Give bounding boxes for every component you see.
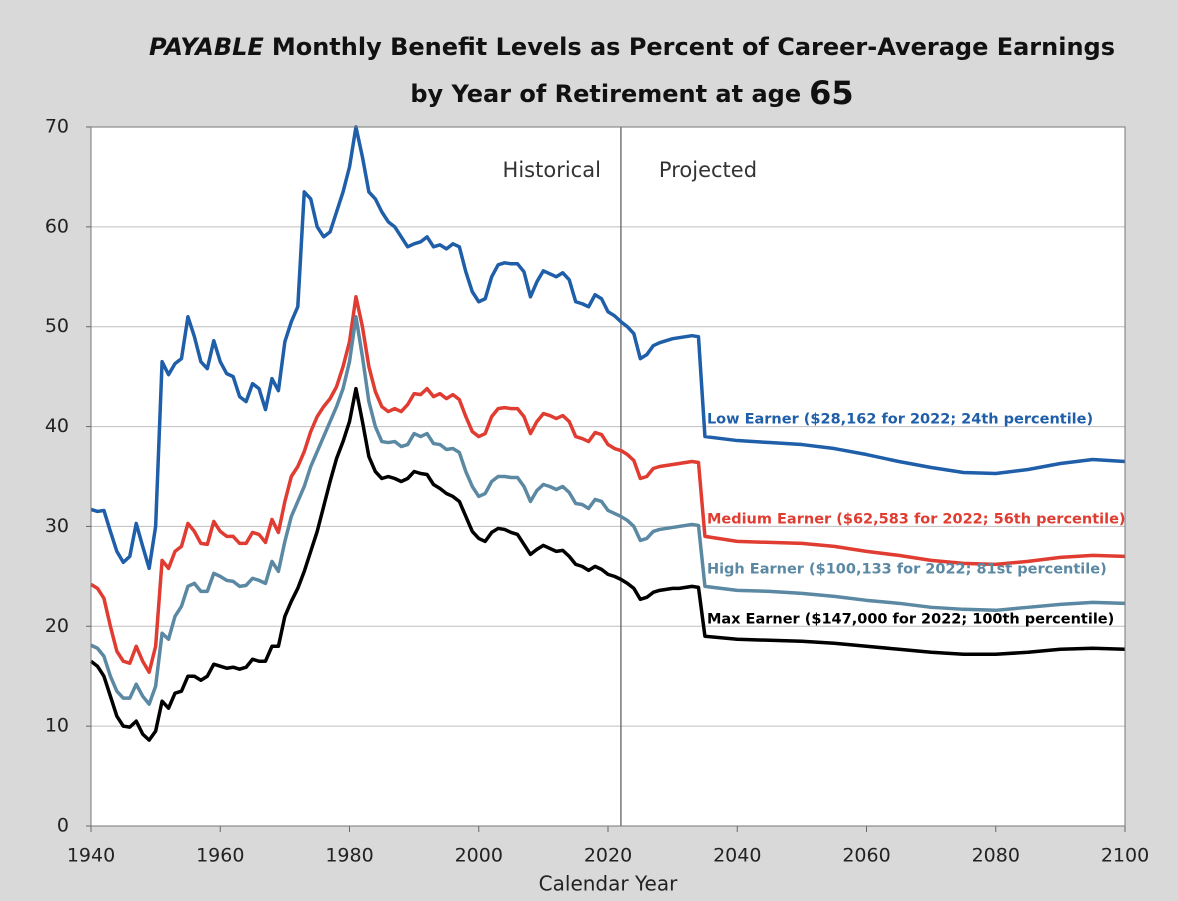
x-tick-label: 2020 — [584, 845, 632, 867]
y-tick-label: 50 — [45, 315, 69, 337]
title-emphasis: PAYABLE — [149, 33, 264, 61]
chart-title: PAYABLE Monthly Benefit Levels as Percent… — [149, 33, 1115, 61]
plot-area — [91, 127, 1125, 826]
series-label: Low Earner ($28,162 for 2022; 24th perce… — [707, 412, 1093, 428]
chart-subtitle: by Year of Retirement at age 65 — [410, 74, 853, 112]
y-tick-label: 40 — [45, 415, 69, 437]
x-tick-label: 2040 — [713, 845, 761, 867]
series-label: High Earner ($100,133 for 2022; 81st per… — [707, 561, 1107, 577]
series-label: Medium Earner ($62,583 for 2022; 56th pe… — [707, 511, 1126, 527]
x-axis-label: Calendar Year — [539, 872, 678, 896]
series-line — [89, 386, 1126, 742]
y-tick-label: 20 — [45, 615, 69, 637]
series-line — [90, 125, 1126, 571]
title-text: Monthly Benefit Levels as Percent of Car… — [272, 33, 1115, 61]
x-tick-label: 1980 — [325, 845, 373, 867]
x-tick-label: 2100 — [1101, 845, 1149, 867]
series-label: Max Earner ($147,000 for 2022; 100th per… — [707, 611, 1114, 627]
x-tick-label: 2060 — [842, 845, 890, 867]
plot-border — [90, 126, 1126, 827]
x-tick-label: 2080 — [972, 845, 1020, 867]
series-line — [90, 295, 1126, 674]
series-line — [90, 314, 1126, 706]
x-tick-label: 1940 — [67, 845, 115, 867]
y-tick-label: 30 — [45, 515, 69, 537]
y-tick-label: 60 — [45, 215, 69, 237]
x-tick-label: 2000 — [455, 845, 503, 867]
x-tick-label: 1960 — [196, 845, 244, 867]
subtitle-age: 65 — [809, 74, 854, 112]
y-tick-label: 70 — [45, 116, 69, 138]
y-tick-label: 0 — [57, 815, 69, 837]
y-tick-label: 10 — [45, 715, 69, 737]
annotation-historical: Historical — [503, 158, 601, 182]
subtitle-text: by Year of Retirement at age — [410, 80, 801, 108]
annotation-projected: Projected — [659, 158, 757, 182]
